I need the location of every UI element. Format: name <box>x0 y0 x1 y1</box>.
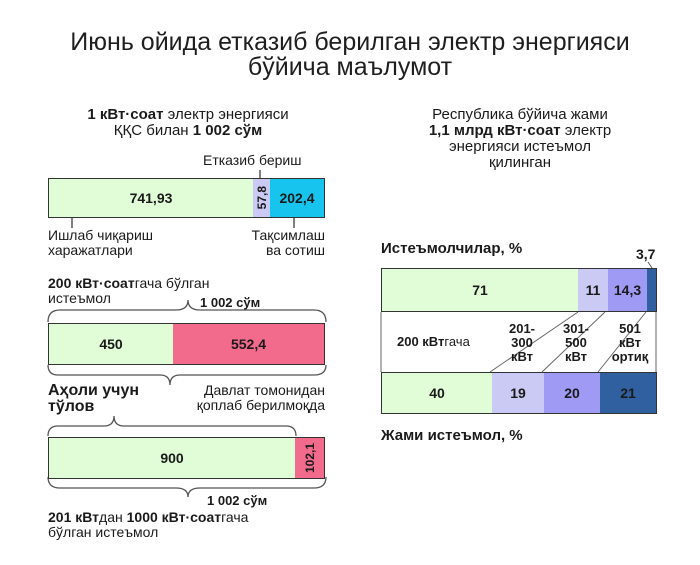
tier1-total: 1 002 сўм <box>200 295 261 310</box>
delivery-value: 57,8 <box>254 186 269 210</box>
total-segment-4: 21 <box>600 373 656 413</box>
distribution-segment: 202,4 <box>270 179 324 217</box>
tier2-bar: 900 102,1 <box>48 437 325 479</box>
tier1-population-segment: 450 <box>49 324 173 364</box>
total-consumption-bar: 40 19 20 21 <box>381 372 657 414</box>
subsidy-line1: Давлат томонидан <box>203 382 325 398</box>
label-distribution: Тақсимлаш ва сотиш <box>200 228 325 258</box>
total-consumption-label: Жами истеъмол, % <box>381 427 523 444</box>
consumers-value-1: 71 <box>472 282 488 298</box>
tier-c-line3: кВт <box>564 349 588 364</box>
tier-a-rest: гача <box>444 334 470 349</box>
label-production-line1: Ишлаб чиқариш <box>48 227 154 243</box>
tier1-label-bold: 200 кВт·соат <box>48 275 135 291</box>
tier2-label-bold2: 1000 кВт·соат <box>126 509 222 525</box>
production-cost-value: 741,93 <box>129 190 173 206</box>
consumers-label: Истеъмолчилар, % <box>381 240 523 257</box>
tier2-label-bold1: 201 кВт <box>48 509 100 525</box>
label-distribution-line2: ва сотиш <box>265 242 325 258</box>
consumers-bar: 71 11 14,3 <box>381 268 657 312</box>
republic-intro-bold: 1,1 млрд кВт·соат <box>428 122 561 139</box>
tier2-label-line2: бўлган истеъмол <box>48 524 159 540</box>
delivery-segment: 57,8 <box>253 179 270 217</box>
tier2-population-segment: 900 <box>49 438 295 478</box>
consumers-value-2: 11 <box>585 282 601 298</box>
tier-b-line1: 201- <box>508 321 536 336</box>
republic-intro-line3: энергияси истеъмол <box>448 138 592 155</box>
tier-c-line1: 301- <box>562 321 590 336</box>
price-breakdown-bar: 741,93 57,8 202,4 <box>48 178 325 218</box>
price-intro-amount: 1 002 сўм <box>192 122 263 139</box>
tier1-label-rest: гача бўлган <box>134 275 210 291</box>
label-distribution-line1: Тақсимлаш <box>251 227 325 243</box>
total-value-1: 40 <box>429 385 445 401</box>
page-title-line1: Июнь ойида етказиб берилган электр энерг… <box>70 28 630 56</box>
total-value-2: 19 <box>510 385 526 401</box>
tier2-label-rest2: гача <box>221 509 249 525</box>
tier-d-line2: кВт <box>618 335 642 350</box>
tier1-subsidy-value: 552,4 <box>230 336 267 352</box>
consumers-small-value: 3,7 <box>636 246 656 262</box>
tier2-subsidy-segment: 102,1 <box>295 438 324 478</box>
production-cost-segment: 741,93 <box>49 179 253 217</box>
tier-b-line2: 300 <box>511 335 533 350</box>
consumers-segment-3: 14,3 <box>608 269 647 311</box>
page-title-line2: бўйича маълумот <box>247 53 453 81</box>
total-segment-3: 20 <box>544 373 600 413</box>
population-payment-label: Аҳоли учун тўлов <box>48 383 139 415</box>
tier1-label-line2: истеъмол <box>48 290 111 306</box>
tier2-population-value: 900 <box>160 450 184 466</box>
population-payment-line2: тўлов <box>48 398 95 415</box>
label-production-line2: харажатлари <box>48 242 133 258</box>
tier-c-label: 301- 500 кВт <box>556 322 596 364</box>
total-segment-1: 40 <box>382 373 492 413</box>
tier-d-label: 501 кВт ортиқ <box>606 322 654 364</box>
tier2-subsidy-value: 102,1 <box>302 442 317 474</box>
label-delivery: Етказиб бериш <box>203 152 302 168</box>
distribution-value: 202,4 <box>279 190 315 206</box>
tier-d-line1: 501 <box>619 321 641 336</box>
price-intro-vat: ҚҚС билан <box>113 122 193 139</box>
tier-b-label: 201- 300 кВт <box>502 322 542 364</box>
tier-c-line2: 500 <box>565 335 587 350</box>
tier2-total: 1 002 сўм <box>207 493 268 508</box>
label-production: Ишлаб чиқариш харажатлари <box>48 228 153 258</box>
tier1-bar: 450 552,4 <box>48 323 325 365</box>
republic-intro-line4: қилинган <box>488 154 552 171</box>
price-intro-rest: электр энергияси <box>163 106 289 123</box>
republic-intro-rest: электр <box>560 122 612 139</box>
tier1-subsidy-segment: 552,4 <box>173 324 324 364</box>
consumers-segment-1: 71 <box>382 269 578 311</box>
consumers-value-3: 14,3 <box>613 282 642 298</box>
consumers-segment-2: 11 <box>578 269 608 311</box>
tier2-label: 201 кВтдан 1000 кВт·соатгача бўлган исте… <box>48 510 248 540</box>
total-segment-2: 19 <box>492 373 544 413</box>
subsidy-line2: қоплаб берилмоқда <box>196 397 325 413</box>
price-intro: 1 кВт·соат электр энергияси ҚҚС билан 1 … <box>48 107 328 139</box>
total-value-4: 21 <box>620 385 636 401</box>
consumers-segment-4 <box>647 269 656 311</box>
tier1-label: 200 кВт·соатгача бўлган истеъмол <box>48 276 209 306</box>
republic-intro: Республика бўйича жами 1,1 млрд кВт·соат… <box>380 107 660 171</box>
price-intro-bold: 1 кВт·соат <box>87 106 164 123</box>
tier-a-label: 200 кВтгача <box>397 335 470 349</box>
tier-a-bold: 200 кВт <box>397 334 445 349</box>
tier-d-line3: ортиқ <box>611 349 649 364</box>
population-payment-line1: Аҳоли учун <box>48 382 140 399</box>
republic-intro-line1: Республика бўйича жами <box>432 106 608 123</box>
tier-b-line3: кВт <box>510 349 534 364</box>
tier2-label-rest1: дан <box>99 509 127 525</box>
subsidy-label: Давлат томонидан қоплаб берилмоқда <box>170 383 325 413</box>
total-value-3: 20 <box>564 385 580 401</box>
tier1-population-value: 450 <box>99 336 123 352</box>
page-title: Июнь ойида етказиб берилган электр энерг… <box>0 30 700 80</box>
